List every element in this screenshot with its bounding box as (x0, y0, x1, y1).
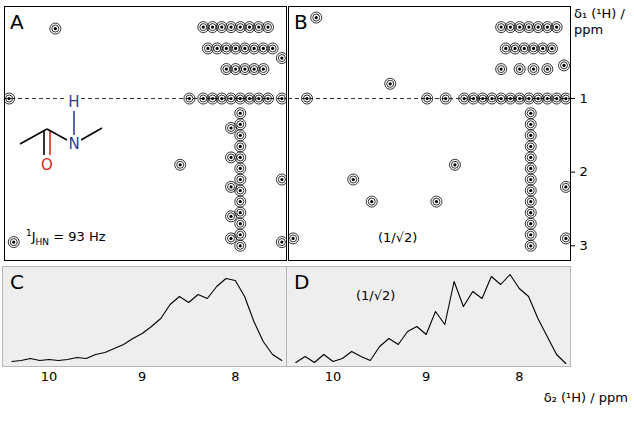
svg-text:1: 1 (580, 91, 588, 106)
svg-text:O: O (41, 156, 53, 174)
svg-text:2: 2 (580, 164, 588, 179)
html-text:(1/√2): (1/√2) (356, 288, 396, 303)
html-text:A: A (10, 10, 24, 34)
svg-text:9: 9 (138, 369, 146, 384)
svg-text:H: H (68, 93, 79, 111)
html-text:δ₂ (¹H) / ppm: δ₂ (¹H) / ppm (543, 390, 628, 405)
html-text:D: D (294, 270, 310, 294)
svg-text:9: 9 (422, 369, 430, 384)
html-text:C: C (10, 270, 24, 294)
svg-text:N: N (68, 135, 79, 153)
svg-text:8: 8 (231, 369, 239, 384)
svg-text:10: 10 (41, 369, 58, 384)
svg-text:10: 10 (325, 369, 342, 384)
svg-text:8: 8 (515, 369, 523, 384)
html-text:1JHN= 93 Hz: 1JHN= 93 Hz (26, 228, 106, 247)
html-text:(1/√2): (1/√2) (378, 230, 418, 245)
svg-text:3: 3 (580, 238, 588, 253)
html-text:B: B (294, 10, 308, 34)
html-text:δ₁ (¹H) / ppm: δ₁ (¹H) / ppm (574, 6, 625, 37)
